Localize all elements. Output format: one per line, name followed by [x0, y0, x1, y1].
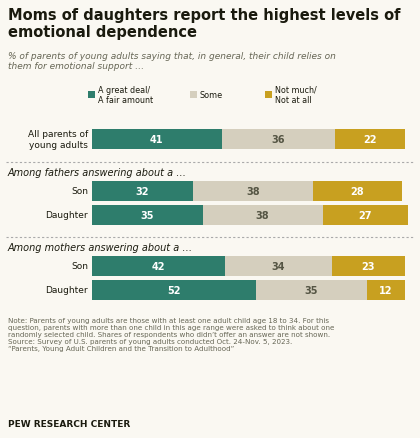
Text: 23: 23 [362, 261, 375, 272]
Bar [367, 280, 405, 300]
Text: 52: 52 [168, 285, 181, 295]
Bar [323, 205, 408, 226]
Text: 22: 22 [363, 135, 377, 145]
Text: 27: 27 [359, 211, 372, 220]
Bar [313, 182, 402, 201]
Bar [193, 182, 313, 201]
Text: Among fathers answering about a …: Among fathers answering about a … [8, 168, 187, 177]
Text: Note: Parents of young adults are those with at least one adult child age 18 to : Note: Parents of young adults are those … [8, 317, 334, 351]
Text: 38: 38 [247, 187, 260, 197]
Text: 38: 38 [256, 211, 270, 220]
Bar [265, 92, 272, 99]
Text: Daughter: Daughter [45, 286, 88, 295]
Bar [88, 92, 95, 99]
Bar [92, 205, 202, 226]
Text: Some: Some [200, 91, 223, 100]
Bar [92, 130, 222, 150]
Text: Moms of daughters report the highest levels of
emotional dependence: Moms of daughters report the highest lev… [8, 8, 401, 40]
Bar [202, 205, 323, 226]
Text: All parents of
young adults: All parents of young adults [28, 130, 88, 149]
Bar [335, 130, 405, 150]
Text: Daughter: Daughter [45, 211, 88, 220]
Bar [92, 182, 193, 201]
Text: 41: 41 [150, 135, 163, 145]
Text: 28: 28 [351, 187, 364, 197]
Text: % of parents of young adults saying that, in general, their child relies on
them: % of parents of young adults saying that… [8, 52, 336, 71]
Text: 32: 32 [136, 187, 150, 197]
Bar [332, 256, 405, 276]
Text: PEW RESEARCH CENTER: PEW RESEARCH CENTER [8, 419, 130, 428]
Bar [92, 256, 225, 276]
Text: Son: Son [71, 187, 88, 196]
Bar [222, 130, 335, 150]
Bar [190, 92, 197, 99]
Text: 42: 42 [152, 261, 165, 272]
Text: 35: 35 [305, 285, 318, 295]
Text: Son: Son [71, 262, 88, 271]
Text: 36: 36 [272, 135, 285, 145]
Text: Among mothers answering about a …: Among mothers answering about a … [8, 243, 193, 252]
Text: 34: 34 [272, 261, 285, 272]
Bar [256, 280, 367, 300]
Bar [225, 256, 332, 276]
Text: Not much/
Not at all: Not much/ Not at all [275, 85, 317, 105]
Text: 35: 35 [141, 211, 154, 220]
Text: 12: 12 [379, 285, 393, 295]
Text: A great deal/
A fair amount: A great deal/ A fair amount [98, 85, 153, 105]
Bar [92, 280, 256, 300]
